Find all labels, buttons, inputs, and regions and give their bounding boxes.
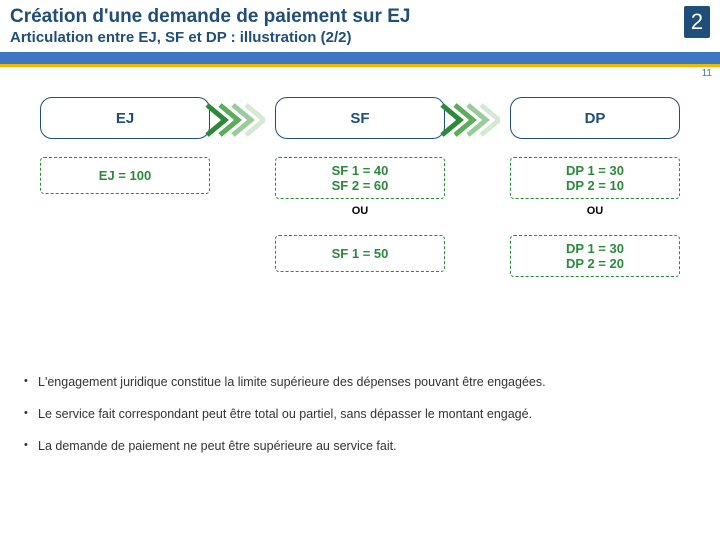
page-title: Création d'une demande de paiement sur E… [10, 6, 410, 28]
sf-opt1-line1: SF 1 = 40 [276, 163, 444, 178]
dp-option1-box: DP 1 = 30 DP 2 = 10 [510, 157, 680, 199]
column-ej: EJ EJ = 100 [40, 97, 210, 194]
title-block: Création d'une demande de paiement sur E… [10, 6, 410, 46]
flow-diagram: EJ EJ = 100 SF SF 1 = 40 SF 2 = 60 OU SF… [0, 97, 720, 327]
bullet-1: L'engagement juridique constitue la limi… [20, 375, 700, 389]
dp-opt2-line1: DP 1 = 30 [511, 241, 679, 256]
bullet-3: La demande de paiement ne peut être supé… [20, 439, 700, 453]
header: Création d'une demande de paiement sur E… [0, 0, 720, 48]
dp-opt1-line2: DP 2 = 10 [511, 178, 679, 193]
dp-or-label: OU [510, 205, 680, 217]
sf-option2-box: SF 1 = 50 [275, 235, 445, 272]
dp-opt1-line1: DP 1 = 30 [511, 163, 679, 178]
bullet-2: Le service fait correspondant peut être … [20, 407, 700, 421]
title-row: Création d'une demande de paiement sur E… [10, 6, 710, 46]
dp-opt2-line2: DP 2 = 20 [511, 256, 679, 271]
sf-option1-box: SF 1 = 40 SF 2 = 60 [275, 157, 445, 199]
chevron-icon [440, 103, 500, 137]
sf-opt1-line2: SF 2 = 60 [276, 178, 444, 193]
dp-label-box: DP [510, 97, 680, 139]
section-number-badge: 2 [684, 6, 710, 38]
dp-option2-box: DP 1 = 30 DP 2 = 20 [510, 235, 680, 277]
bar-primary [0, 52, 720, 64]
sf-label-box: SF [275, 97, 445, 139]
page-subtitle: Articulation entre EJ, SF et DP : illust… [10, 29, 410, 46]
column-sf: SF SF 1 = 40 SF 2 = 60 OU SF 1 = 50 [275, 97, 445, 272]
chevron-icon [205, 103, 265, 137]
ej-value-box: EJ = 100 [40, 157, 210, 194]
bullet-list: L'engagement juridique constitue la limi… [20, 375, 700, 471]
sf-or-label: OU [275, 205, 445, 217]
ej-label-box: EJ [40, 97, 210, 139]
page-number: 11 [0, 67, 720, 79]
header-bars: 11 [0, 52, 720, 79]
column-dp: DP DP 1 = 30 DP 2 = 10 OU DP 1 = 30 DP 2… [510, 97, 680, 277]
